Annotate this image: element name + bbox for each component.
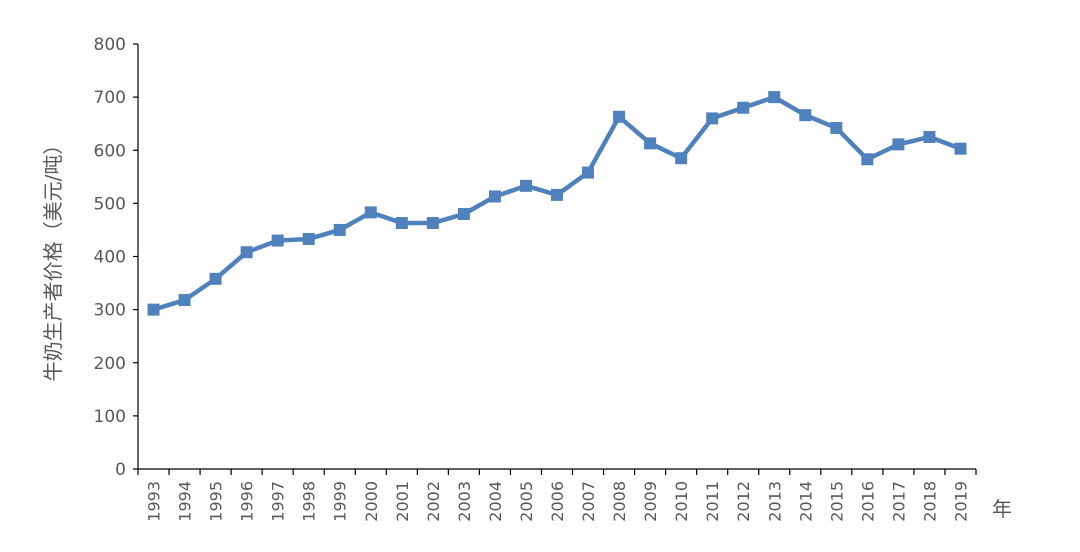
data-point-2019	[954, 142, 967, 155]
data-point-2015	[830, 121, 843, 134]
x-tick-label: 2005	[517, 481, 536, 522]
x-tick-label: 1998	[300, 481, 319, 522]
y-tick-label: 300	[94, 301, 126, 321]
y-tick-label: 100	[94, 407, 126, 427]
x-tick-label: 2004	[486, 481, 505, 522]
x-tick-label: 2013	[765, 481, 784, 522]
x-tick-label: 1995	[207, 481, 226, 522]
y-ticks: 0 100 200 300 400 500 600 700 800	[94, 35, 138, 480]
x-tick-label: 2012	[734, 481, 753, 522]
x-tick-label: 2008	[610, 481, 629, 522]
data-point-2011	[706, 112, 719, 125]
y-tick-label: 0	[115, 460, 126, 480]
data-point-1998	[302, 232, 315, 245]
x-tick-label: 2002	[424, 481, 443, 522]
series-layer	[147, 91, 967, 316]
x-tick-label: 1993	[145, 481, 164, 522]
data-point-2006	[551, 188, 563, 201]
y-tick-label: 400	[94, 248, 126, 268]
data-point-1994	[178, 294, 191, 307]
data-point-2010	[675, 152, 688, 165]
x-ticks: 1993 1994 1995 1996 1997 1998 1999 2000 2001 2002…	[137, 469, 977, 522]
data-point-2003	[457, 208, 470, 220]
data-point-2002	[426, 217, 439, 230]
x-tick-label: 2000	[362, 481, 381, 522]
x-tick-label: 2006	[548, 481, 567, 522]
data-point-2005	[519, 179, 532, 192]
x-tick-label: 2018	[920, 481, 939, 522]
x-tick-label: 2010	[672, 481, 691, 522]
x-tick-label: 2015	[827, 481, 846, 522]
x-tick-label: 2009	[641, 481, 660, 522]
data-point-1997	[271, 234, 284, 247]
x-tick-label: 2017	[889, 481, 908, 522]
data-point-2000	[364, 206, 377, 219]
y-tick-label: 700	[94, 88, 126, 108]
y-tick-label: 600	[94, 141, 126, 161]
y-axis-label: 牛奶生产者价格（美元/吨）	[41, 135, 65, 382]
x-tick-label: 2001	[393, 481, 412, 522]
y-tick-label: 800	[94, 35, 126, 55]
x-tick-label: 1994	[176, 481, 195, 522]
axes	[137, 44, 976, 470]
x-tick-label: 2003	[455, 481, 474, 522]
data-point-1999	[333, 223, 346, 236]
data-point-2014	[799, 109, 812, 122]
data-point-2013	[768, 91, 781, 104]
x-tick-label: 2016	[858, 481, 877, 522]
data-point-2004	[488, 190, 501, 203]
data-point-2017	[892, 138, 905, 151]
x-tick-label: 2014	[796, 481, 815, 522]
x-tick-label: 1997	[269, 481, 288, 522]
x-tick-label: 2011	[703, 481, 722, 522]
y-tick-label: 200	[94, 354, 126, 374]
x-axis-label: 年	[992, 497, 1012, 521]
data-point-1993	[147, 303, 160, 316]
data-point-1995	[209, 272, 222, 285]
data-point-2001	[395, 217, 408, 230]
data-point-2018	[923, 130, 936, 143]
x-tick-label: 1999	[331, 481, 350, 522]
data-point-2008	[613, 110, 626, 123]
data-point-2009	[644, 137, 657, 150]
y-tick-label: 500	[94, 194, 126, 214]
data-point-2012	[737, 101, 750, 114]
x-tick-label: 2007	[579, 481, 598, 522]
data-point-2016	[861, 153, 874, 166]
data-point-2007	[582, 166, 595, 179]
x-tick-label: 2019	[951, 481, 970, 522]
x-tick-label: 1996	[238, 481, 257, 522]
data-point-1996	[240, 246, 253, 259]
